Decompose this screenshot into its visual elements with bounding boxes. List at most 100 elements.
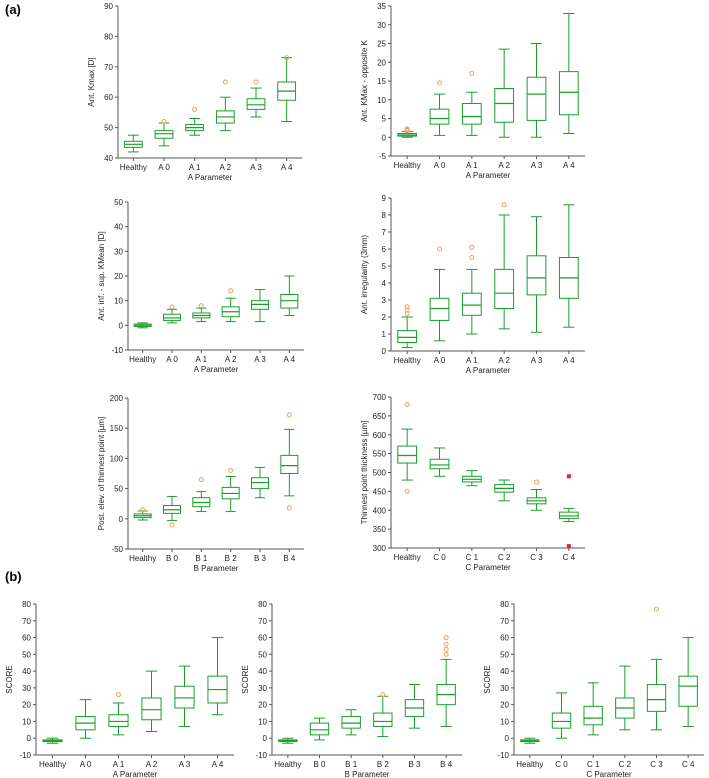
y-tick-label: 0 (27, 734, 32, 743)
y-tick-label: 50 (500, 650, 509, 659)
box-6 (558, 474, 579, 549)
y-axis-label: Ant. inf. - sup. KMean [D] (97, 231, 106, 320)
y-tick-label: 0 (119, 515, 124, 524)
y-tick-label: 400 (373, 506, 387, 515)
box-5 (526, 216, 547, 333)
outlier-point (161, 119, 167, 125)
box-2 (154, 119, 174, 147)
x-tick-label: B 0 (166, 554, 179, 563)
box-4 (221, 467, 240, 513)
box-5 (526, 43, 547, 138)
x-tick-label: A 1 (466, 356, 478, 365)
chart-scoreC: -10 0 10 20 30 40 50 60 70 80 Healthy C 0 C 1 C 2 C 3 C… (483, 600, 704, 778)
y-tick-label: 550 (373, 450, 387, 459)
box-1 (123, 134, 143, 153)
iqr-box (429, 108, 450, 125)
chart-kmax: 40 50 60 70 80 90 Healthy A 0 A 1 A 2 A 3 A 4 A Para… (87, 2, 302, 182)
y-tick-label: 5 (382, 262, 387, 271)
y-tick-label: 9 (382, 194, 387, 203)
chart-postelev: -50 0 50 100 150 200 Healthy B 0 B 1 B 2 B 3 B 4 B P… (97, 394, 304, 573)
box-2 (309, 717, 330, 741)
x-tick-label: Healthy (39, 760, 66, 769)
outlier-point (198, 303, 204, 309)
outlier-point (469, 244, 475, 250)
extreme-point (566, 474, 571, 479)
y-tick-label: 0 (382, 133, 387, 142)
box-1 (133, 322, 152, 329)
y-tick-label: 1 (382, 330, 387, 339)
x-tick-label: C 4 (563, 553, 576, 562)
box-1 (278, 737, 298, 744)
x-tick-label: C 4 (682, 760, 695, 769)
chart-infsup: -10 0 10 20 30 40 50 Healthy A 0 A 1 A 2 A 3 A 4 A Pa… (97, 198, 304, 374)
outlier-point (404, 307, 410, 313)
y-tick-label: 60 (22, 634, 31, 643)
y-tick-label: 10 (258, 717, 267, 726)
outlier-point (437, 246, 442, 252)
y-axis-label: Ant. Kmax [D] (87, 57, 96, 106)
x-tick-label: A 3 (254, 355, 266, 364)
y-axis-label: Ant. irregularity (3mm) (360, 235, 369, 314)
y-tick-label: 30 (22, 684, 31, 693)
x-tick-label: C 0 (555, 760, 568, 769)
outlier-point (501, 202, 507, 208)
box-2 (429, 246, 450, 342)
y-tick-label: 60 (500, 634, 509, 643)
x-tick-label: A 1 (113, 760, 125, 769)
y-tick-label: 80 (104, 32, 113, 41)
outlier-point (437, 80, 442, 86)
box-5 (174, 665, 195, 727)
box-5 (404, 684, 425, 729)
y-tick-label: 90 (104, 2, 113, 11)
y-tick-label: -10 (111, 346, 123, 355)
x-tick-label: Healthy (394, 356, 421, 365)
y-tick-label: 600 (373, 431, 387, 440)
iqr-box (373, 712, 393, 727)
outlier-point (380, 692, 386, 698)
y-tick-label: 30 (114, 247, 123, 256)
x-tick-label: A 4 (563, 161, 575, 170)
x-tick-label: A 3 (531, 161, 543, 170)
y-tick-label: 20 (258, 701, 267, 710)
y-tick-label: 0 (382, 347, 387, 356)
panel-label-a: (a) (5, 2, 21, 17)
box-1 (42, 737, 63, 744)
box-2 (162, 304, 182, 324)
y-tick-label: 15 (377, 77, 386, 86)
x-tick-label: B 3 (408, 760, 421, 769)
y-tick-label: 40 (22, 667, 31, 676)
iqr-box (250, 300, 270, 310)
x-axis-label: B Parameter (194, 564, 239, 573)
x-tick-label: Healthy (120, 163, 147, 172)
x-tick-label: Healthy (516, 760, 543, 769)
box-4 (494, 479, 515, 502)
y-tick-label: 50 (114, 485, 123, 494)
x-tick-label: B 0 (313, 760, 326, 769)
box-5 (526, 479, 547, 511)
x-tick-label: A 4 (284, 355, 296, 364)
y-tick-label: 0 (119, 321, 124, 330)
panel-label-b: (b) (5, 569, 22, 584)
outlier-point (654, 606, 659, 612)
y-tick-label: 300 (373, 544, 387, 553)
y-tick-label: 350 (373, 525, 387, 534)
x-tick-label: A 2 (225, 355, 237, 364)
x-tick-label: A 1 (189, 163, 201, 172)
iqr-box (678, 675, 698, 707)
outlier-point (443, 641, 449, 647)
box-2 (162, 495, 182, 528)
iqr-box (397, 445, 418, 464)
chart-scoreB: -10 0 10 20 30 40 50 60 70 80 Healthy B 0 B 1 B 2 B 3 B… (241, 600, 462, 778)
y-tick-label: 35 (377, 2, 386, 11)
box-3 (461, 244, 482, 335)
y-tick-label: 20 (22, 701, 31, 710)
y-axis-label: Post. elev. of thinnest point [µm] (97, 417, 106, 530)
x-axis-label: B Parameter (345, 770, 390, 778)
iqr-box (341, 715, 361, 729)
y-tick-label: 40 (258, 667, 267, 676)
iqr-box (494, 268, 515, 309)
box-6 (277, 55, 297, 123)
y-tick-label: 30 (377, 21, 386, 30)
box-4 (221, 288, 240, 323)
